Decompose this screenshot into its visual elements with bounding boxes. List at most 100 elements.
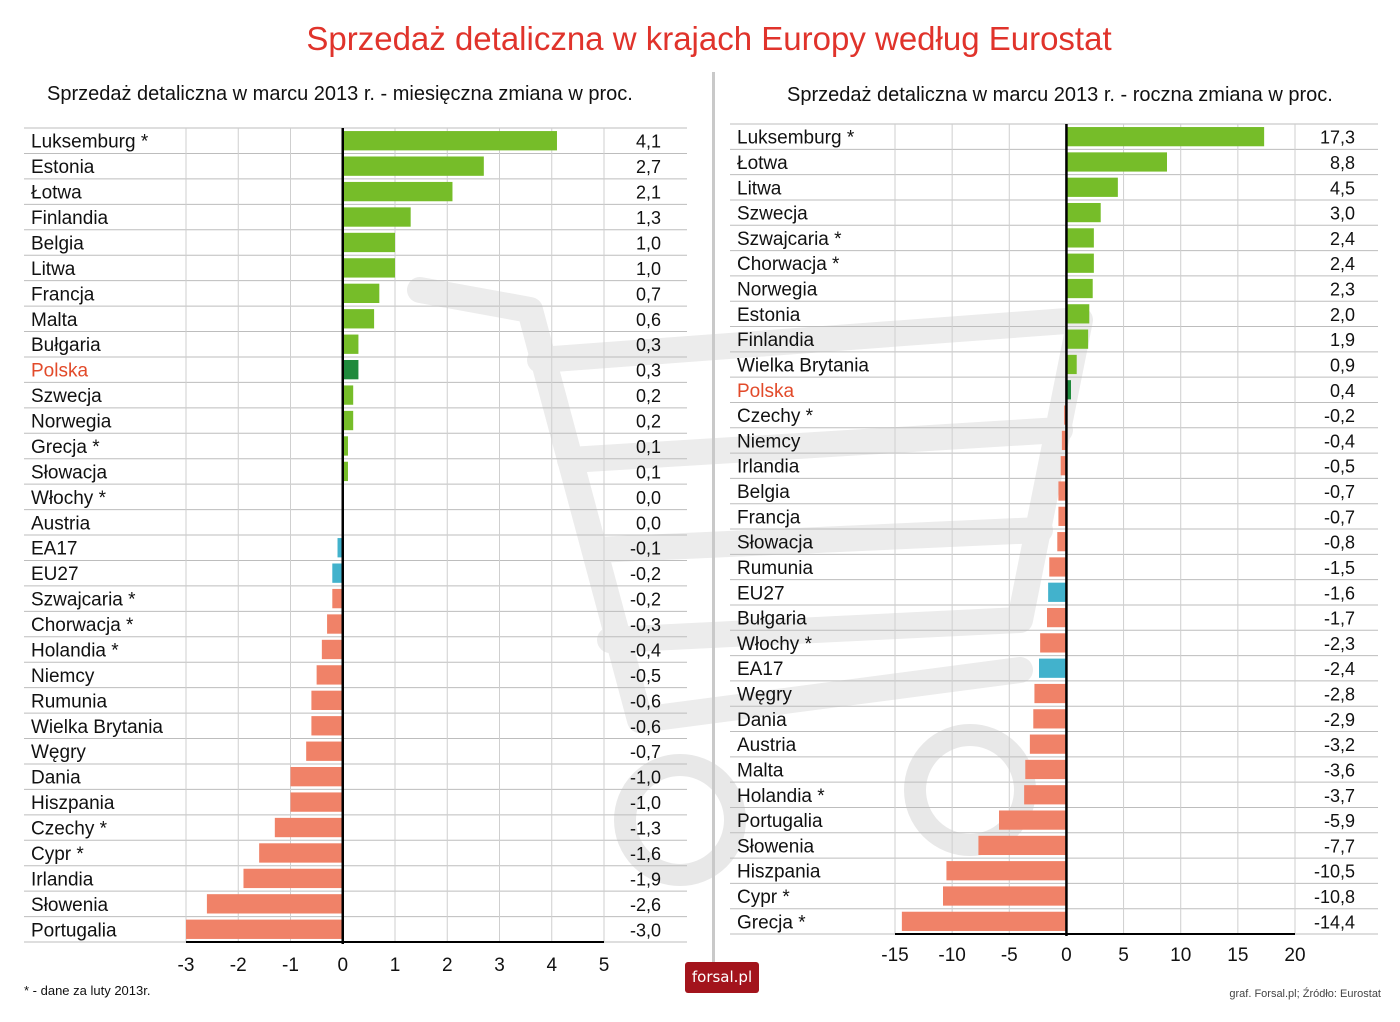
monthly-bar [311, 716, 343, 736]
yearly-value-label: -2,9 [1324, 710, 1355, 730]
monthly-value-label: 1,3 [636, 208, 661, 228]
monthly-value-label: 4,1 [636, 132, 661, 152]
monthly-value-label: -0,1 [630, 539, 661, 559]
yearly-bar [1057, 532, 1067, 552]
yearly-value-label: 2,4 [1330, 254, 1355, 274]
yearly-category-label: Włochy * [737, 634, 813, 655]
yearly-bar [1066, 354, 1077, 375]
yearly-bar [1048, 582, 1067, 602]
yearly-value-label: 2,0 [1330, 305, 1355, 325]
yearly-category-label: EA17 [737, 659, 783, 680]
yearly-bar [1024, 785, 1067, 805]
monthly-tick-label: 3 [494, 955, 505, 976]
monthly-value-label: 0,3 [636, 361, 661, 381]
monthly-value-label: 0,0 [636, 488, 661, 508]
monthly-category-label: Szwajcaria * [31, 590, 136, 611]
yearly-value-label: -3,2 [1324, 735, 1355, 755]
yearly-value-label: -1,6 [1324, 583, 1355, 603]
panel-divider [712, 72, 715, 967]
monthly-bar [290, 792, 343, 812]
yearly-category-label: Hiszpania [737, 862, 821, 883]
yearly-bar [1066, 304, 1090, 324]
monthly-category-label: Luksemburg * [31, 132, 149, 153]
monthly-category-label: Litwa [31, 259, 76, 280]
monthly-value-label: -0,7 [630, 742, 661, 762]
yearly-category-label: Litwa [737, 178, 782, 199]
monthly-tick-label: 1 [390, 955, 401, 976]
monthly-bar [206, 894, 343, 914]
monthly-category-label: Szwecja [31, 386, 102, 407]
monthly-value-label: -1,6 [630, 844, 661, 864]
monthly-category-label: Słowacja [31, 462, 107, 483]
yearly-category-label: Belgia [737, 482, 790, 503]
monthly-category-label: Malta [31, 310, 78, 331]
yearly-category-label: Norwegia [737, 280, 818, 301]
yearly-category-label: Czechy * [737, 406, 814, 427]
monthly-bar [342, 385, 354, 405]
monthly-category-label: Włochy * [31, 488, 107, 509]
monthly-category-label: Francja [31, 284, 95, 305]
monthly-value-label: -0,4 [630, 640, 661, 660]
yearly-value-label: 0,4 [1330, 381, 1355, 401]
monthly-value-label: 0,3 [636, 335, 661, 355]
yearly-value-label: -10,5 [1314, 862, 1355, 882]
monthly-value-label: -1,0 [630, 793, 661, 813]
yearly-bar [1066, 253, 1094, 273]
monthly-tick-label: 0 [337, 955, 348, 976]
monthly-bar [243, 868, 343, 889]
chart-yearly-title: Sprzedaż detaliczna w marcu 2013 r. - ro… [787, 84, 1333, 106]
yearly-value-label: -2,4 [1324, 659, 1355, 679]
yearly-category-label: Łotwa [737, 153, 788, 174]
monthly-value-label: 1,0 [636, 259, 661, 279]
yearly-tick-label: 0 [1061, 945, 1072, 966]
monthly-bar [332, 563, 343, 583]
yearly-value-label: 4,5 [1330, 178, 1355, 198]
monthly-category-label: EU27 [31, 564, 79, 585]
monthly-category-label: Rumunia [31, 691, 107, 712]
monthly-bar [342, 207, 411, 227]
yearly-category-label: Holandia * [737, 786, 825, 807]
yearly-value-label: -0,7 [1324, 507, 1355, 527]
monthly-category-label: Austria [31, 513, 91, 534]
yearly-bar [999, 810, 1067, 830]
yearly-value-label: 2,3 [1330, 280, 1355, 300]
yearly-bar [1066, 127, 1265, 147]
monthly-bar [306, 741, 343, 761]
monthly-category-label: EA17 [31, 539, 77, 560]
monthly-bar [342, 258, 395, 278]
yearly-bar [1058, 506, 1067, 526]
monthly-value-label: 0,1 [636, 437, 661, 457]
monthly-value-label: 0,7 [636, 284, 661, 304]
yearly-value-label: -10,8 [1314, 887, 1355, 907]
yearly-tick-label: -15 [881, 945, 908, 966]
yearly-bar [1033, 709, 1067, 729]
yearly-category-label: Dania [737, 710, 787, 731]
source-note: graf. Forsal.pl; Źródło: Eurostat [1229, 988, 1381, 1000]
yearly-category-label: Portugalia [737, 811, 823, 832]
monthly-value-label: 1,0 [636, 233, 661, 253]
yearly-tick-label: 5 [1118, 945, 1129, 966]
monthly-category-label: Chorwacja * [31, 615, 134, 636]
yearly-category-label: Irlandia [737, 457, 800, 478]
yearly-tick-label: -5 [1001, 945, 1018, 966]
yearly-value-label: -2,3 [1324, 634, 1355, 654]
monthly-tick-label: -3 [178, 955, 195, 976]
yearly-category-label: Słowacja [737, 533, 813, 554]
yearly-bar [1049, 557, 1067, 577]
yearly-value-label: -2,8 [1324, 685, 1355, 705]
monthly-bar [342, 334, 359, 354]
monthly-tick-label: -2 [230, 955, 247, 976]
yearly-bar [946, 861, 1067, 881]
monthly-bar [342, 283, 380, 304]
yearly-category-label: Francja [737, 507, 801, 528]
monthly-tick-label: -1 [282, 955, 299, 976]
monthly-category-label: Irlandia [31, 869, 94, 890]
page-title: Sprzedaż detaliczna w krajach Europy wed… [306, 20, 1112, 57]
yearly-tick-label: 10 [1170, 945, 1191, 966]
yearly-bar [1066, 380, 1071, 400]
monthly-category-label: Czechy * [31, 819, 108, 840]
monthly-bar [342, 156, 484, 176]
yearly-tick-label: 15 [1227, 945, 1248, 966]
monthly-bar [332, 588, 343, 609]
monthly-category-label: Dania [31, 768, 81, 789]
